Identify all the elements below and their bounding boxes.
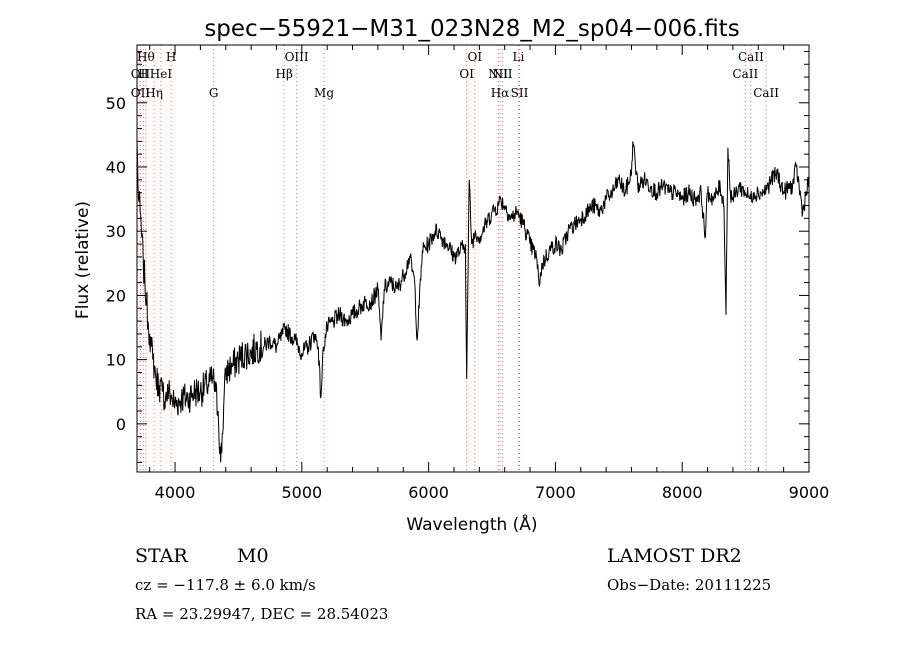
- chart-title: spec−55921−M31_023N28_M2_sp04−006.fits: [204, 16, 739, 42]
- plot-frame: [136, 44, 810, 473]
- line-marker-label: G: [209, 86, 219, 100]
- redshift-label: cz = −117.8 ± 6.0 km/s: [135, 576, 316, 594]
- y-axis-label: Flux (relative): [73, 201, 93, 319]
- y-axis-ticks: 0 10 20 30 40 50: [106, 50, 809, 463]
- x-tick-label: 5000: [281, 483, 322, 502]
- ra-dec-label: RA = 23.29947, DEC = 28.54023: [135, 605, 388, 623]
- line-marker-label: OIII: [285, 50, 309, 64]
- y-tick-label: 50: [106, 94, 126, 113]
- line-marker-label: NII: [488, 67, 508, 81]
- survey-label: LAMOST DR2: [607, 545, 742, 567]
- emission-line-labels: OIIOIIHHθHηHeIHGHβOIIIMgOIOINIIHαNIILiSI…: [131, 50, 780, 100]
- star-class-label: STAR: [135, 545, 188, 567]
- line-marker-label: Li: [512, 50, 524, 64]
- line-marker-label: OI: [459, 67, 474, 81]
- x-axis-label: Wavelength (Å): [406, 513, 537, 535]
- line-marker-label: CaII: [732, 67, 758, 81]
- line-marker-label: NII: [493, 67, 513, 81]
- line-marker-label: CaII: [738, 50, 764, 64]
- x-tick-label: 6000: [408, 483, 449, 502]
- star-subclass-label: M0: [237, 545, 269, 567]
- x-tick-label: 4000: [155, 483, 196, 502]
- y-tick-label: 30: [106, 222, 126, 241]
- line-marker-label: OI: [467, 50, 482, 64]
- line-marker-label: Hη: [145, 86, 163, 100]
- line-marker-label: Mg: [314, 86, 334, 100]
- line-marker-label: Hβ: [276, 67, 293, 81]
- line-marker-label: H: [166, 50, 176, 64]
- line-marker-label: CaII: [753, 86, 779, 100]
- y-tick-label: 40: [106, 158, 126, 177]
- obs-date-label: Obs−Date: 20111225: [607, 576, 771, 594]
- x-axis-ticks: 4000 5000 6000 7000 8000 9000: [149, 45, 830, 502]
- line-marker-label: OII: [131, 67, 151, 81]
- line-marker-label: HeI: [150, 67, 173, 81]
- line-marker-label: H: [138, 67, 148, 81]
- x-tick-label: 9000: [789, 483, 830, 502]
- x-tick-label: 7000: [535, 483, 576, 502]
- x-tick-label: 8000: [662, 483, 703, 502]
- line-marker-label: OII: [131, 86, 151, 100]
- y-tick-label: 20: [106, 286, 126, 305]
- line-marker-label: SII: [511, 86, 529, 100]
- y-tick-label: 0: [116, 415, 126, 434]
- line-marker-label: Hα: [491, 86, 510, 100]
- spectrum-line: [136, 141, 810, 463]
- y-tick-label: 10: [106, 351, 126, 370]
- line-marker-label: Hθ: [137, 50, 155, 64]
